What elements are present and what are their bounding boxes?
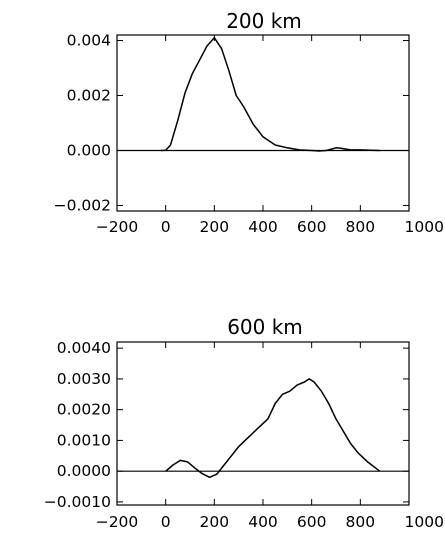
x-tick-label: −200 [96, 513, 139, 531]
x-tick-label: 200 [200, 218, 230, 236]
plot-frame [116, 34, 410, 212]
y-tick-label: 0.0000 [57, 462, 111, 480]
x-tick-label: 200 [200, 513, 230, 531]
tick-layer: −0.0010 0.0000 0.0010 0.0020 0.0030 0.0040 −20… [44, 339, 444, 531]
x-tick-label: 600 [297, 513, 327, 531]
y-tick-label: 0.0020 [57, 401, 111, 419]
x-tick-label: 800 [346, 218, 376, 236]
y-tick-label: 0.002 [67, 87, 111, 105]
x-tick-label: 0 [161, 513, 171, 531]
series-line [165, 378, 381, 479]
x-tick-label: 1000 [405, 513, 444, 531]
y-tick-label: −0.002 [54, 197, 111, 215]
chart-panel-1: 200 km −0.002 0.000 0.002 0.004 −200 0 200 400 6… [54, 9, 444, 236]
x-tick-label: −200 [96, 218, 139, 236]
y-tick-label: 0.0030 [57, 370, 111, 388]
x-tick-label: 1000 [405, 218, 444, 236]
x-tick-label: 400 [248, 513, 278, 531]
chart-title: 200 km [226, 9, 302, 33]
tick-layer: −0.002 0.000 0.002 0.004 −200 0 200 400 600 800 10… [54, 32, 444, 237]
x-tick-label: 600 [297, 218, 327, 236]
y-tick-label: 0.000 [67, 142, 111, 160]
y-tick-label: −0.0010 [44, 493, 111, 511]
x-tick-label: 800 [346, 513, 376, 531]
chart-title: 600 km [227, 315, 303, 339]
x-tick-label: 400 [248, 218, 278, 236]
x-tick-label: 0 [161, 218, 171, 236]
y-tick-label: 0.004 [67, 32, 111, 50]
y-tick-label: 0.0040 [57, 339, 111, 357]
chart-panel-2: 600 km −0.0010 0.0000 0.0010 0.0020 0.0030 0.… [44, 315, 444, 531]
y-tick-label: 0.0010 [57, 431, 111, 449]
series-line [160, 36, 380, 152]
